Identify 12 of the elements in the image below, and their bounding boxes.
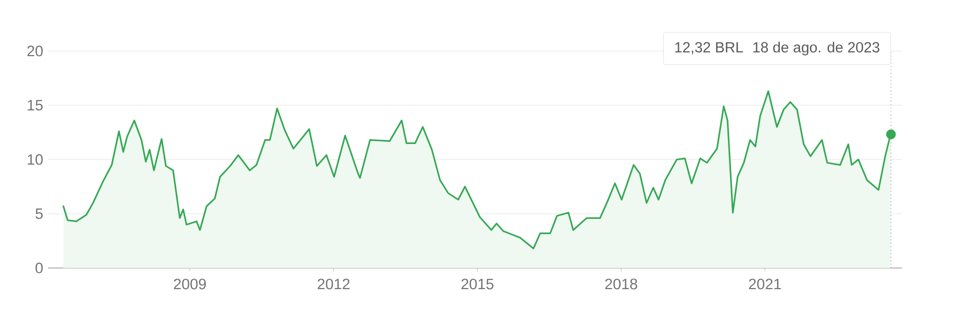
y-tick-label: 20	[27, 46, 43, 56]
annotation: 18 de ago. de 2023	[753, 42, 880, 56]
x-tick-label: 2015	[461, 278, 494, 290]
annotation: 12,32 BRL	[675, 42, 743, 54]
x-tick-label: 2009	[174, 278, 206, 290]
x-tick-label: 2012	[318, 278, 350, 290]
y-tick-label: 5	[36, 208, 43, 219]
y-tick-label: 0	[36, 262, 43, 274]
x-tick-label: 2021	[749, 278, 781, 290]
y-tick-label: 15	[28, 100, 43, 110]
y-tick-label: 10	[28, 154, 43, 165]
x-tick-label: 2018	[605, 278, 638, 290]
